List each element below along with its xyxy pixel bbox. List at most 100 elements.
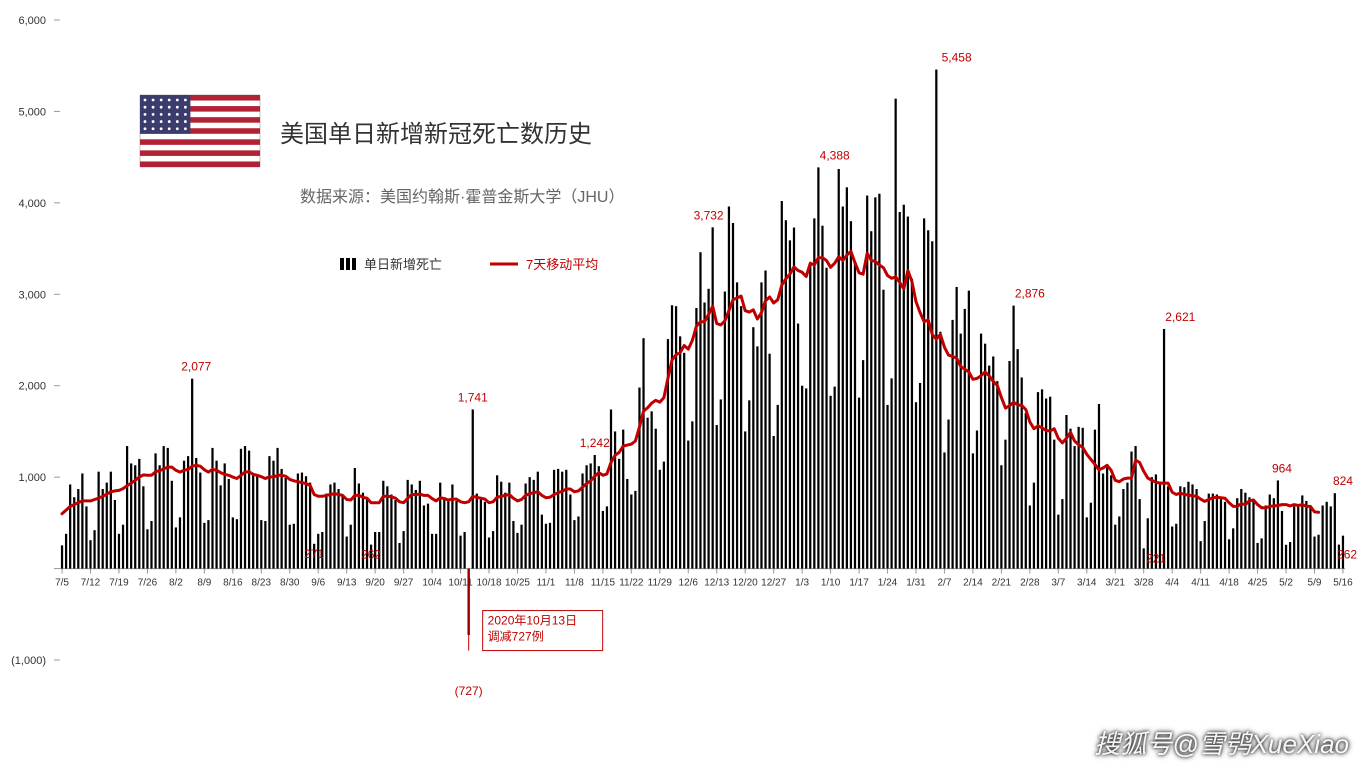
bar	[142, 486, 144, 568]
x-tick-label: 11/1	[537, 578, 556, 589]
bar	[895, 99, 897, 569]
bar	[1049, 397, 1051, 569]
bar	[211, 448, 213, 569]
x-tick-label: 4/18	[1219, 578, 1239, 589]
bar	[545, 524, 547, 569]
bar	[398, 543, 400, 569]
chart-subtitle: 数据来源：美国约翰斯·霍普金斯大学（JHU）	[300, 188, 624, 206]
bar	[964, 309, 966, 569]
x-tick-label: 3/7	[1051, 578, 1065, 589]
bar	[122, 525, 124, 569]
x-tick-label: 2/14	[963, 578, 983, 589]
bar	[1061, 499, 1063, 568]
bar	[720, 399, 722, 568]
peak-label: 2,077	[181, 360, 211, 374]
bar	[956, 287, 958, 569]
bar	[163, 446, 165, 569]
x-tick-label: 1/31	[906, 578, 926, 589]
x-tick-label: 4/4	[1165, 578, 1179, 589]
x-tick-label: 8/30	[280, 578, 300, 589]
bar	[854, 262, 856, 568]
bar	[736, 282, 738, 568]
bar	[1045, 399, 1047, 569]
bar	[899, 212, 901, 569]
bar	[248, 451, 250, 569]
bar	[220, 485, 222, 568]
bar	[813, 218, 815, 568]
bar	[492, 531, 494, 568]
bar	[1240, 489, 1242, 569]
bar	[886, 405, 888, 569]
bar	[931, 241, 933, 568]
x-tick-label: 10/18	[476, 578, 501, 589]
bar	[573, 520, 575, 568]
bar	[825, 268, 827, 569]
x-tick-label: 12/13	[704, 578, 729, 589]
bar	[394, 500, 396, 569]
bar	[537, 472, 539, 569]
bar	[529, 477, 531, 568]
bar	[382, 481, 384, 569]
bar	[69, 484, 71, 568]
trough-label: 271	[304, 547, 324, 561]
bar	[785, 220, 787, 568]
bar	[1216, 495, 1218, 569]
bar	[996, 381, 998, 568]
bar	[447, 500, 449, 569]
bar	[240, 449, 242, 569]
bar	[577, 516, 579, 568]
bar	[809, 265, 811, 569]
peak-label: 4,388	[820, 148, 850, 162]
chart-root: (1,000)1,0002,0003,0004,0005,0006,0007/5…	[0, 0, 1367, 773]
bar	[1326, 502, 1328, 569]
bar	[484, 502, 486, 569]
trough-label: 262	[361, 548, 381, 562]
peak-label: 3,732	[694, 208, 724, 222]
bar	[504, 493, 506, 569]
bar	[415, 490, 417, 569]
bar	[1248, 497, 1250, 568]
bar	[671, 305, 673, 568]
peak-label: 964	[1272, 461, 1292, 475]
bar	[150, 521, 152, 569]
bar	[1033, 483, 1035, 569]
bar	[646, 418, 648, 569]
bar	[675, 306, 677, 568]
bar	[659, 470, 661, 569]
bar	[712, 227, 714, 568]
bar	[252, 473, 254, 568]
bar	[838, 169, 840, 569]
bar	[549, 523, 551, 569]
bar	[1143, 548, 1145, 568]
bar	[496, 475, 498, 568]
bar	[947, 420, 949, 569]
bar	[199, 473, 201, 569]
bar	[1004, 440, 1006, 569]
bar	[752, 327, 754, 568]
x-tick-label: 2/7	[938, 578, 952, 589]
bar	[1277, 480, 1279, 568]
bar	[976, 431, 978, 569]
bar	[102, 489, 104, 569]
bar	[1309, 507, 1311, 568]
bar	[569, 495, 571, 569]
bar	[732, 223, 734, 569]
bar	[179, 517, 181, 568]
bar	[268, 456, 270, 568]
bar	[126, 446, 128, 569]
bar	[1122, 489, 1124, 569]
bar	[455, 501, 457, 569]
peak-label: 824	[1333, 474, 1353, 488]
chart-title: 美国单日新增新冠死亡数历史	[280, 121, 592, 148]
bar	[1041, 389, 1043, 568]
peak-label: 2,621	[1165, 310, 1195, 324]
bar	[760, 282, 762, 568]
x-tick-label: 9/27	[394, 578, 414, 589]
bar	[1204, 521, 1206, 569]
x-tick-label: 3/21	[1106, 578, 1126, 589]
bar	[1094, 430, 1096, 569]
bar	[1175, 524, 1177, 569]
bar	[65, 534, 67, 569]
bar	[1256, 543, 1258, 569]
bar	[85, 506, 87, 568]
